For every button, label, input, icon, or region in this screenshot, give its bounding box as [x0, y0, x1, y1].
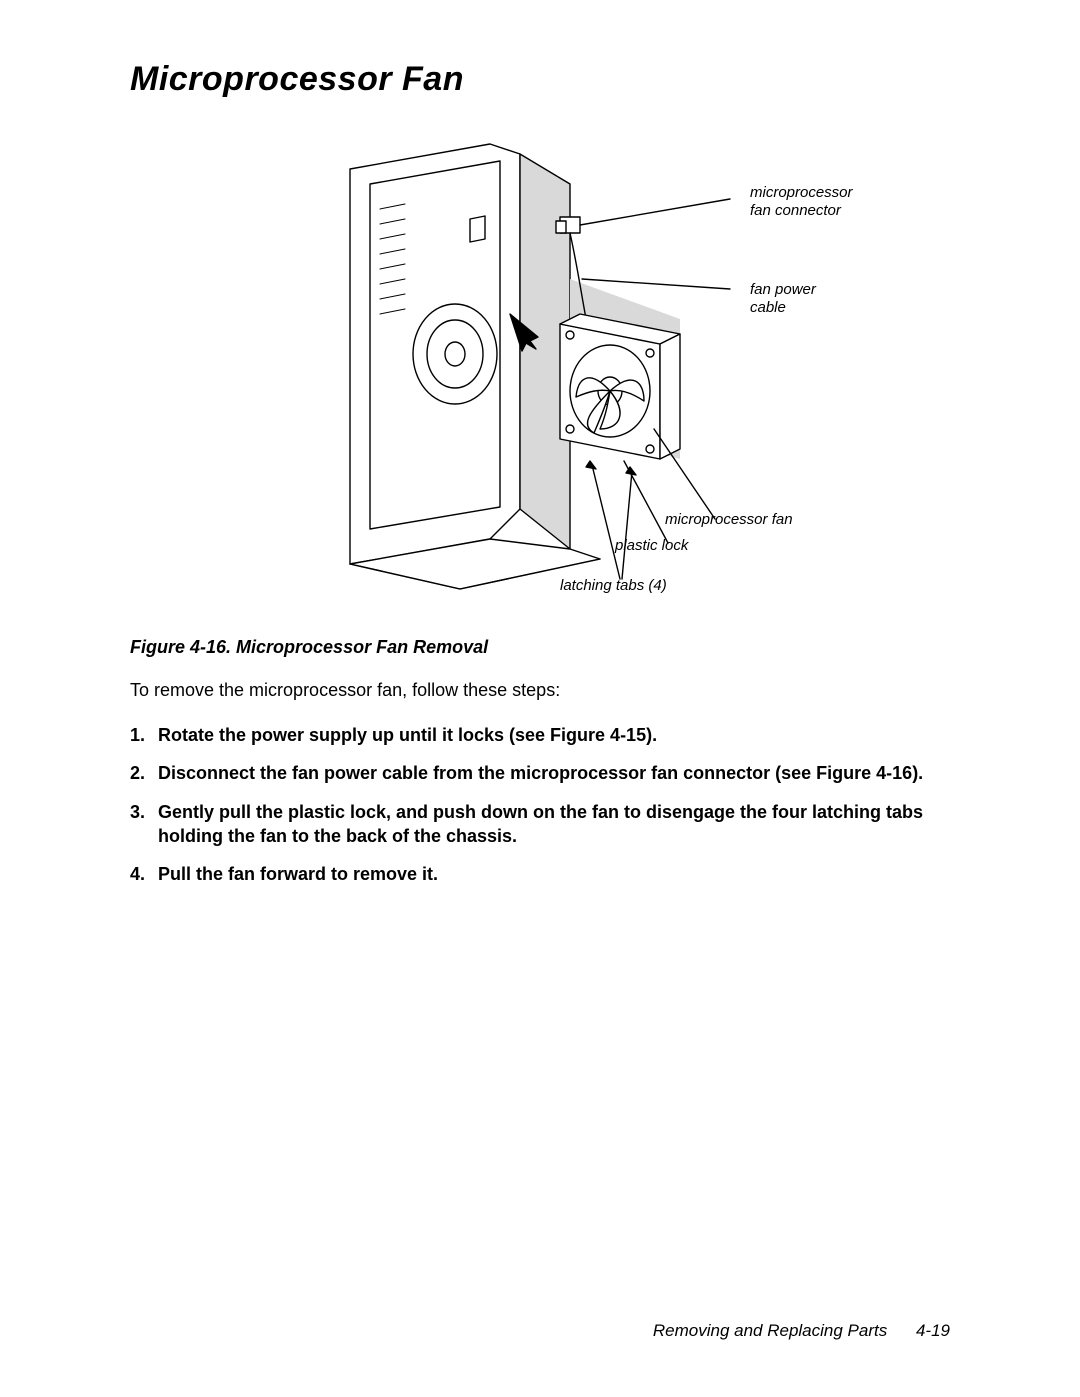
steps-list: Rotate the power supply up until it lock… [130, 723, 950, 886]
page-footer: Removing and Replacing Parts 4-19 [653, 1321, 950, 1341]
step-item: Disconnect the fan power cable from the … [130, 761, 950, 785]
callout-connector: microprocessor fan connector [750, 184, 853, 220]
footer-page-number: 4-19 [916, 1321, 950, 1340]
figure-caption: Figure 4-16. Microprocessor Fan Removal [130, 637, 950, 658]
step-item: Rotate the power supply up until it lock… [130, 723, 950, 747]
page: Microprocessor Fan [0, 0, 1080, 1397]
step-item: Gently pull the plastic lock, and push d… [130, 800, 950, 849]
callout-latching-tabs: latching tabs (4) [560, 577, 667, 595]
footer-section: Removing and Replacing Parts [653, 1321, 887, 1340]
callout-power-cable: fan power cable [750, 281, 816, 317]
figure: microprocessor fan connector fan power c… [130, 129, 950, 619]
page-title: Microprocessor Fan [130, 60, 950, 99]
callout-plastic-lock: plastic lock [615, 537, 688, 555]
intro-text: To remove the microprocessor fan, follow… [130, 680, 950, 701]
step-item: Pull the fan forward to remove it. [130, 862, 950, 886]
callout-fan: microprocessor fan [665, 511, 793, 529]
